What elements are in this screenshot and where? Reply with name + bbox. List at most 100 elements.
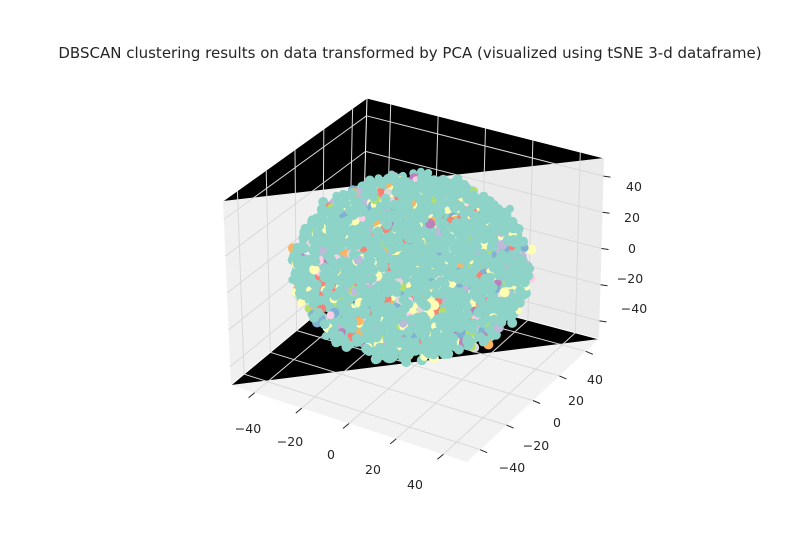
- scatter-point: [398, 250, 409, 261]
- scatter-point: [420, 260, 431, 271]
- scatter-point: [362, 185, 373, 196]
- scatter-point: [415, 205, 426, 215]
- x-tick-label: 20: [365, 462, 381, 477]
- scatter-point: [472, 198, 483, 209]
- scatter-point: [485, 272, 496, 283]
- scatter-point: [394, 337, 405, 348]
- scatter-point: [316, 214, 327, 225]
- scatter-point: [319, 319, 330, 330]
- x-tick-mark: [295, 407, 303, 414]
- scatter-point: [522, 264, 533, 275]
- scatter-point: [362, 230, 373, 241]
- scatter-point: [469, 286, 480, 297]
- scatter-point: [366, 273, 377, 284]
- scatter-point: [456, 254, 467, 265]
- scatter-point: [362, 320, 373, 331]
- scatter-point: [294, 288, 305, 299]
- scatter-point: [375, 201, 386, 212]
- scatter-point: [325, 223, 336, 233]
- scatter-point: [439, 220, 450, 230]
- z-tick-label: −20: [617, 271, 643, 286]
- scatter-point: [374, 342, 385, 353]
- scatter-point: [352, 234, 363, 244]
- scatter-point: [319, 262, 330, 273]
- scatter-point: [441, 187, 452, 198]
- z-grid-line: [366, 115, 604, 177]
- scatter-point: [431, 279, 442, 290]
- scatter-point: [460, 266, 471, 277]
- scatter-point: [326, 311, 335, 320]
- x-tick-mark: [437, 453, 444, 460]
- y-grid-line: [243, 373, 481, 451]
- x-tick-label: 40: [407, 477, 423, 492]
- scatter-point: [327, 272, 338, 283]
- y-grid-line: [270, 351, 507, 426]
- scatter-point: [424, 233, 435, 244]
- scatter-point: [508, 292, 519, 303]
- scatter-point: [382, 333, 393, 344]
- scatter-point: [309, 279, 320, 290]
- scatter-point: [507, 317, 518, 328]
- scatter-point: [360, 306, 371, 317]
- scatter-point: [340, 302, 351, 312]
- scatter-point: [508, 301, 519, 312]
- scatter-point: [441, 331, 452, 342]
- scatter-point: [449, 202, 460, 213]
- scatter-point: [334, 330, 345, 341]
- scatter-point: [429, 181, 440, 191]
- scatter-point: [452, 187, 461, 196]
- left-horizontal-grid-line: [225, 150, 366, 257]
- scatter-point: [356, 277, 367, 287]
- z-tick-label: −40: [621, 301, 647, 316]
- scatter-point: [406, 314, 417, 325]
- scatter-point: [310, 248, 321, 259]
- y-tick-mark: [559, 375, 567, 380]
- x-tick-label: −40: [235, 421, 261, 436]
- y-tick-label: −40: [499, 460, 525, 475]
- scatter-point: [322, 286, 333, 297]
- scatter-point: [503, 252, 514, 263]
- scatter-point: [367, 288, 378, 299]
- scatter-point: [370, 313, 381, 324]
- scatter-point: [319, 270, 330, 280]
- scatter-point: [417, 253, 428, 264]
- scatter-point: [467, 223, 478, 234]
- scatter-point: [310, 256, 321, 267]
- scatter-point: [361, 343, 372, 354]
- scatter-point: [480, 258, 491, 269]
- scatter-point: [377, 261, 388, 272]
- scatter-point: [456, 297, 467, 308]
- scatter-point: [502, 235, 513, 246]
- scatter-point: [448, 178, 459, 188]
- scatter-point: [495, 301, 506, 312]
- scatter-point: [340, 263, 351, 274]
- x-tick-mark: [248, 392, 255, 399]
- y-tick-label: 40: [587, 372, 603, 387]
- scatter-point: [297, 298, 306, 307]
- scatter-point: [502, 270, 513, 280]
- scatter-point: [480, 199, 491, 210]
- scatter-point: [356, 206, 367, 217]
- scatter-point: [393, 212, 404, 223]
- scatter-point: [487, 236, 498, 247]
- scatter-point: [388, 351, 399, 362]
- z-tick-label: 40: [626, 179, 642, 194]
- scatter-point: [381, 317, 392, 328]
- scatter-point: [499, 287, 510, 298]
- scatter-point: [392, 265, 403, 276]
- scatter-point: [374, 297, 385, 308]
- z-tick-mark: [599, 320, 607, 323]
- scatter-point: [317, 235, 328, 246]
- z-tick-mark: [603, 175, 611, 178]
- scatter-point: [318, 197, 329, 207]
- z-tick-mark: [600, 284, 608, 287]
- scatter-point: [437, 237, 448, 248]
- scatter-point: [427, 268, 438, 279]
- scatter-point: [421, 300, 431, 311]
- x-tick-label: 0: [327, 447, 335, 462]
- y-tick-mark: [480, 449, 488, 454]
- scatter-point: [402, 199, 413, 210]
- scatter-point: [403, 233, 414, 244]
- scatter-point: [479, 335, 490, 346]
- scatter-point: [433, 190, 444, 200]
